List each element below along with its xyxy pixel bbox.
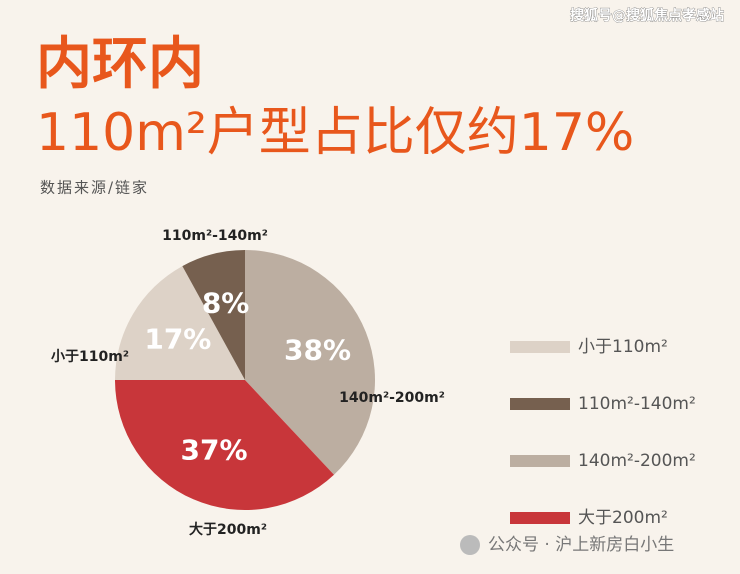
legend-swatch	[510, 455, 570, 467]
legend-swatch	[510, 512, 570, 524]
legend-swatch	[510, 341, 570, 353]
category-label: 大于200m²	[189, 521, 267, 538]
source: 数据来源/链家	[40, 179, 149, 197]
data-label: 37%	[181, 434, 248, 467]
watermark: 搜狐号@搜狐焦点孝感站	[570, 7, 724, 24]
wechat-icon	[460, 535, 480, 555]
data-label: 38%	[284, 333, 351, 366]
pie-slice	[182, 250, 245, 380]
category-label: 110m²-140m²	[162, 228, 268, 244]
data-label: 17%	[144, 322, 211, 355]
data-label: 8%	[202, 286, 250, 319]
chart-subtitle: 110m²户型占比仅约17%	[36, 103, 634, 163]
legend-label: 大于200m²	[578, 508, 668, 528]
legend-swatch	[510, 398, 570, 410]
legend-label: 小于110m²	[578, 337, 668, 357]
category-label: 140m²-200m²	[339, 390, 445, 406]
category-label: 小于110m²	[51, 349, 129, 365]
chart-title: 内环内	[36, 32, 204, 97]
pie-slice	[245, 250, 375, 475]
pie-slice	[115, 380, 334, 511]
pie-slice	[115, 266, 245, 380]
footer: 公众号 · 沪上新房白小生	[488, 535, 674, 555]
legend-label: 140m²-200m²	[578, 451, 696, 471]
legend-label: 110m²-140m²	[578, 394, 696, 414]
